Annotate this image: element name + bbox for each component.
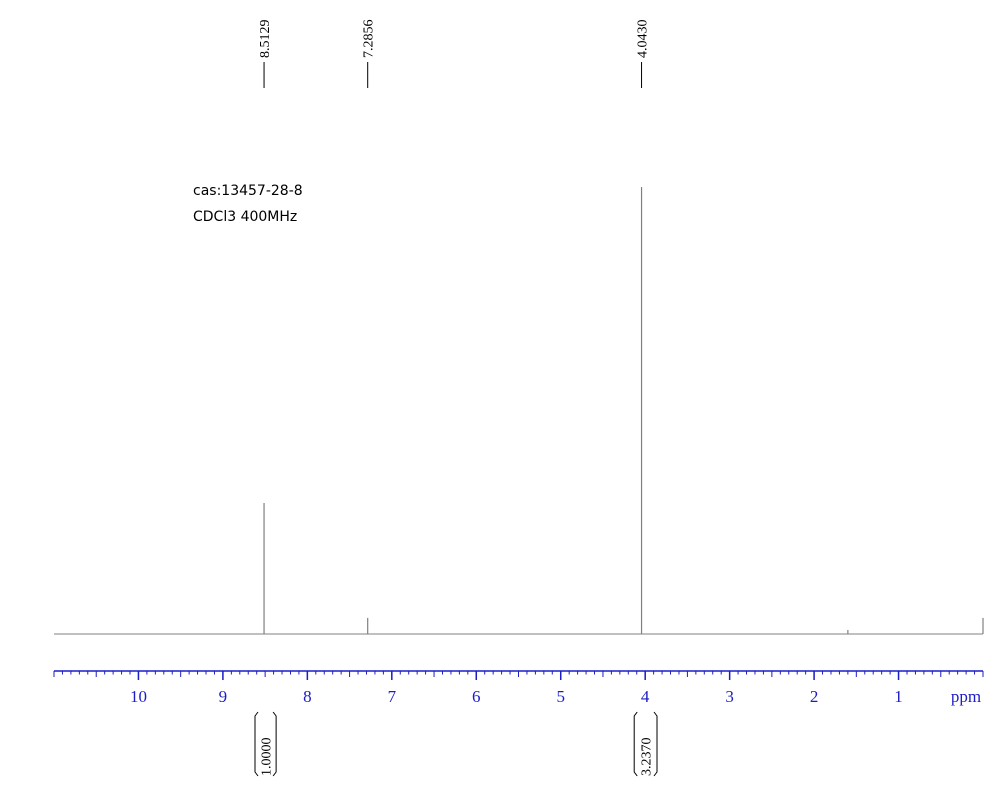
integral-bracket bbox=[633, 711, 658, 777]
integral-label: 3.2370 bbox=[640, 738, 655, 777]
annotation: cas:13457-28-8 bbox=[193, 183, 303, 199]
x-tick-label: 9 bbox=[219, 687, 228, 706]
x-tick-label: 2 bbox=[810, 687, 819, 706]
x-tick-label: 10 bbox=[130, 687, 147, 706]
integral-label: 1.0000 bbox=[260, 738, 275, 777]
x-tick-label: 3 bbox=[725, 687, 734, 706]
x-tick-label: 7 bbox=[388, 687, 397, 706]
peak-label: 8.5129 bbox=[258, 20, 273, 59]
annotation: CDCl3 400MHz bbox=[193, 209, 297, 225]
x-axis-label: ppm bbox=[951, 687, 981, 706]
x-tick-label: 8 bbox=[303, 687, 312, 706]
peak-label: 4.0430 bbox=[636, 20, 651, 59]
x-tick-label: 4 bbox=[641, 687, 650, 706]
peak-label: 7.2856 bbox=[362, 20, 377, 59]
x-tick-label: 5 bbox=[556, 687, 565, 706]
x-tick-label: 6 bbox=[472, 687, 481, 706]
x-tick-label: 1 bbox=[894, 687, 903, 706]
integral-bracket bbox=[254, 711, 277, 777]
